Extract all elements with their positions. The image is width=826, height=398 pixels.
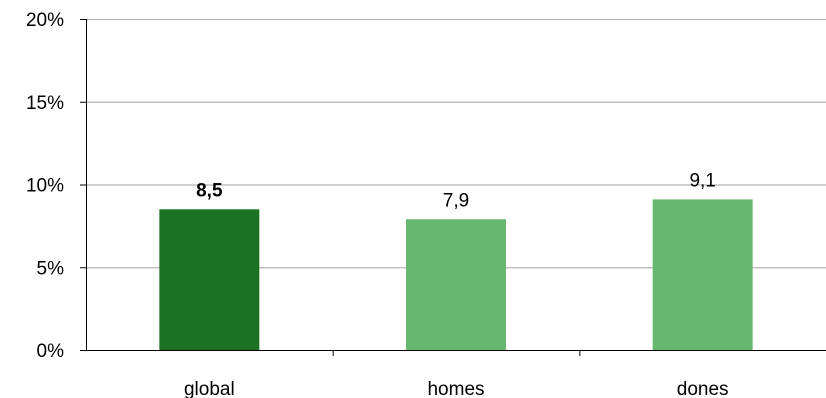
data-label-global: 8,5 bbox=[196, 180, 223, 201]
bar-dones bbox=[652, 199, 753, 350]
x-tick-label-global: global bbox=[184, 379, 235, 398]
y-tick-label: 15% bbox=[26, 93, 64, 114]
data-label-homes: 7,9 bbox=[443, 190, 469, 211]
x-tick-label-dones: dones bbox=[677, 379, 729, 398]
bar-global bbox=[159, 209, 260, 350]
data-label-dones: 9,1 bbox=[689, 170, 715, 191]
y-tick-label: 0% bbox=[37, 341, 65, 362]
bar-homes bbox=[406, 219, 506, 350]
y-tick-label: 10% bbox=[26, 176, 64, 197]
y-tick-label: 5% bbox=[37, 258, 65, 279]
labels: 0% 5% 10% 15% 20% 8,5 global 7,9 homes 9,1 dones bbox=[26, 10, 729, 398]
axes bbox=[80, 19, 826, 356]
y-tick-label: 20% bbox=[26, 10, 64, 31]
x-tick-label-homes: homes bbox=[427, 379, 484, 398]
bars bbox=[159, 199, 753, 350]
